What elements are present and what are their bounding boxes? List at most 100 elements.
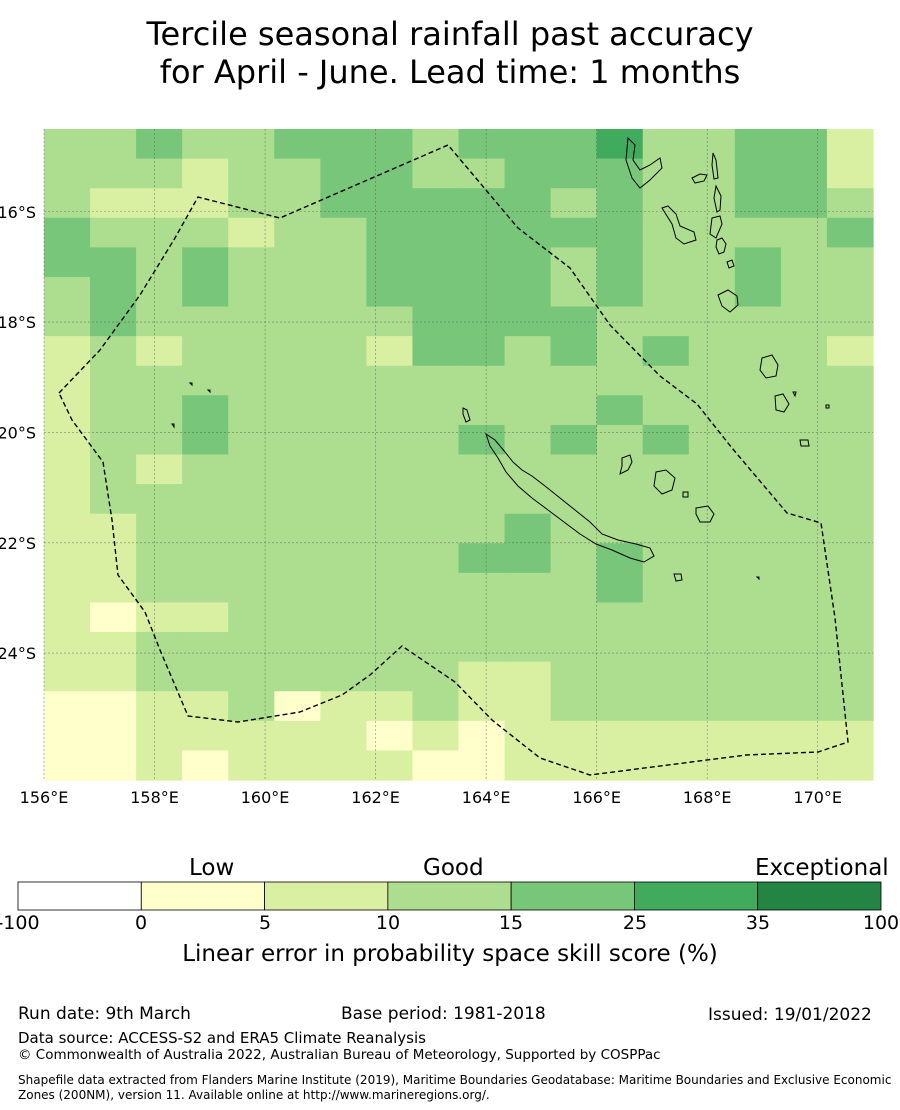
- lat-tick-label: 20°S: [0, 423, 36, 442]
- colorbar-label-exceptional: Exceptional: [755, 855, 889, 881]
- grid-cell: [274, 217, 321, 248]
- grid-cell: [780, 720, 828, 752]
- grid-cell: [688, 543, 736, 574]
- grid-cell: [458, 661, 506, 692]
- grid-cell: [320, 661, 367, 692]
- grid-cell: [550, 720, 598, 752]
- grid-cell: [182, 217, 229, 248]
- grid-cell: [596, 543, 644, 574]
- grid-cell: [596, 276, 644, 308]
- grid-cell: [688, 247, 736, 278]
- grid-cell: [596, 602, 644, 633]
- grid-cell: [734, 454, 782, 485]
- grid-cell: [780, 276, 828, 308]
- island-chesterfield-1: [188, 382, 193, 387]
- grid-cell: [550, 306, 598, 337]
- grid-cell: [182, 276, 229, 308]
- grid-cell: [596, 306, 644, 337]
- grid-cell: [366, 276, 414, 308]
- grid-cell: [228, 247, 275, 278]
- island-tanna: [774, 393, 790, 413]
- grid-cell: [734, 188, 782, 219]
- grid-cell: [136, 217, 183, 248]
- grid-cell: [596, 484, 644, 515]
- grid-cell: [136, 513, 183, 544]
- grid-cell: [504, 750, 552, 781]
- grid-cell: [504, 217, 552, 248]
- grid-cell: [44, 454, 91, 485]
- grid-cell: [136, 484, 183, 515]
- grid-cell: [228, 513, 275, 544]
- base-period: Base period: 1981-2018: [341, 1004, 546, 1024]
- skill-grid: [44, 129, 874, 781]
- grid-cell: [228, 129, 275, 160]
- grid-cell: [90, 336, 137, 367]
- lat-tick-label: 22°S: [0, 534, 36, 553]
- grid-cell: [274, 661, 321, 692]
- grid-cell: [780, 602, 828, 633]
- land-outlines: [171, 136, 830, 582]
- grid-cell: [44, 602, 91, 633]
- grid-cell: [642, 247, 690, 278]
- grid-cell: [90, 454, 137, 485]
- grid-cell: [182, 247, 229, 278]
- grid-cell: [780, 632, 828, 663]
- grid-cell: [228, 188, 275, 219]
- grid-cell: [412, 513, 460, 544]
- island-ouvea: [619, 454, 633, 475]
- grid-cell: [320, 691, 367, 722]
- grid-cell: [642, 306, 690, 337]
- grid-cell: [596, 395, 644, 426]
- grid-cell: [182, 454, 229, 485]
- grid-cell: [412, 750, 460, 781]
- grid-cell: [44, 632, 91, 663]
- grid-cell: [596, 424, 644, 456]
- grid-cell: [412, 484, 460, 515]
- colorbar-tick: 5: [258, 912, 272, 934]
- grid-cell: [136, 158, 183, 189]
- colorbar-swatch: [634, 881, 759, 911]
- grid-cell: [412, 158, 460, 189]
- island-belep: [462, 407, 471, 423]
- grid-cell: [458, 276, 506, 308]
- grid-cell: [642, 276, 690, 308]
- grid-cell: [228, 336, 275, 367]
- grid-cell: [136, 395, 183, 426]
- lat-tick-label: 24°S: [0, 644, 36, 663]
- island-aniwa: [792, 391, 797, 398]
- grid-cell: [642, 632, 690, 663]
- grid-cell: [780, 513, 828, 544]
- grid-cell: [136, 691, 183, 722]
- grid-cell: [642, 513, 690, 544]
- run-date: Run date: 9th March: [18, 1004, 191, 1024]
- colorbar-label-good: Good: [423, 855, 484, 881]
- grid-cell: [688, 632, 736, 663]
- grid-cell: [734, 247, 782, 278]
- colorbar-swatch: [757, 881, 882, 911]
- lon-tick-label: 170°E: [793, 788, 842, 807]
- grid-cell: [320, 632, 367, 663]
- grid-cell: [228, 158, 275, 189]
- grid-cell: [458, 543, 506, 574]
- grid-cell: [826, 365, 874, 396]
- grid-cell: [826, 602, 874, 633]
- grid-cell: [228, 276, 275, 308]
- grid-cell: [504, 129, 552, 160]
- grid-cell: [596, 217, 644, 248]
- grid-cell: [228, 750, 275, 781]
- grid-cell: [504, 247, 552, 278]
- grid-cell: [550, 365, 598, 396]
- grid-cell: [274, 484, 321, 515]
- grid-cell: [504, 602, 552, 633]
- grid-cell: [504, 365, 552, 396]
- grid-cell: [44, 424, 91, 456]
- chart-title-line-2: for April - June. Lead time: 1 months: [159, 53, 741, 91]
- grid-cell: [504, 454, 552, 485]
- grid-cell: [90, 750, 137, 781]
- grid-cell: [504, 306, 552, 337]
- grid-cell: [596, 691, 644, 722]
- eez-boundary: [58, 144, 849, 776]
- grid-cell: [826, 454, 874, 485]
- grid-cell: [182, 306, 229, 337]
- grid-cell: [90, 632, 137, 663]
